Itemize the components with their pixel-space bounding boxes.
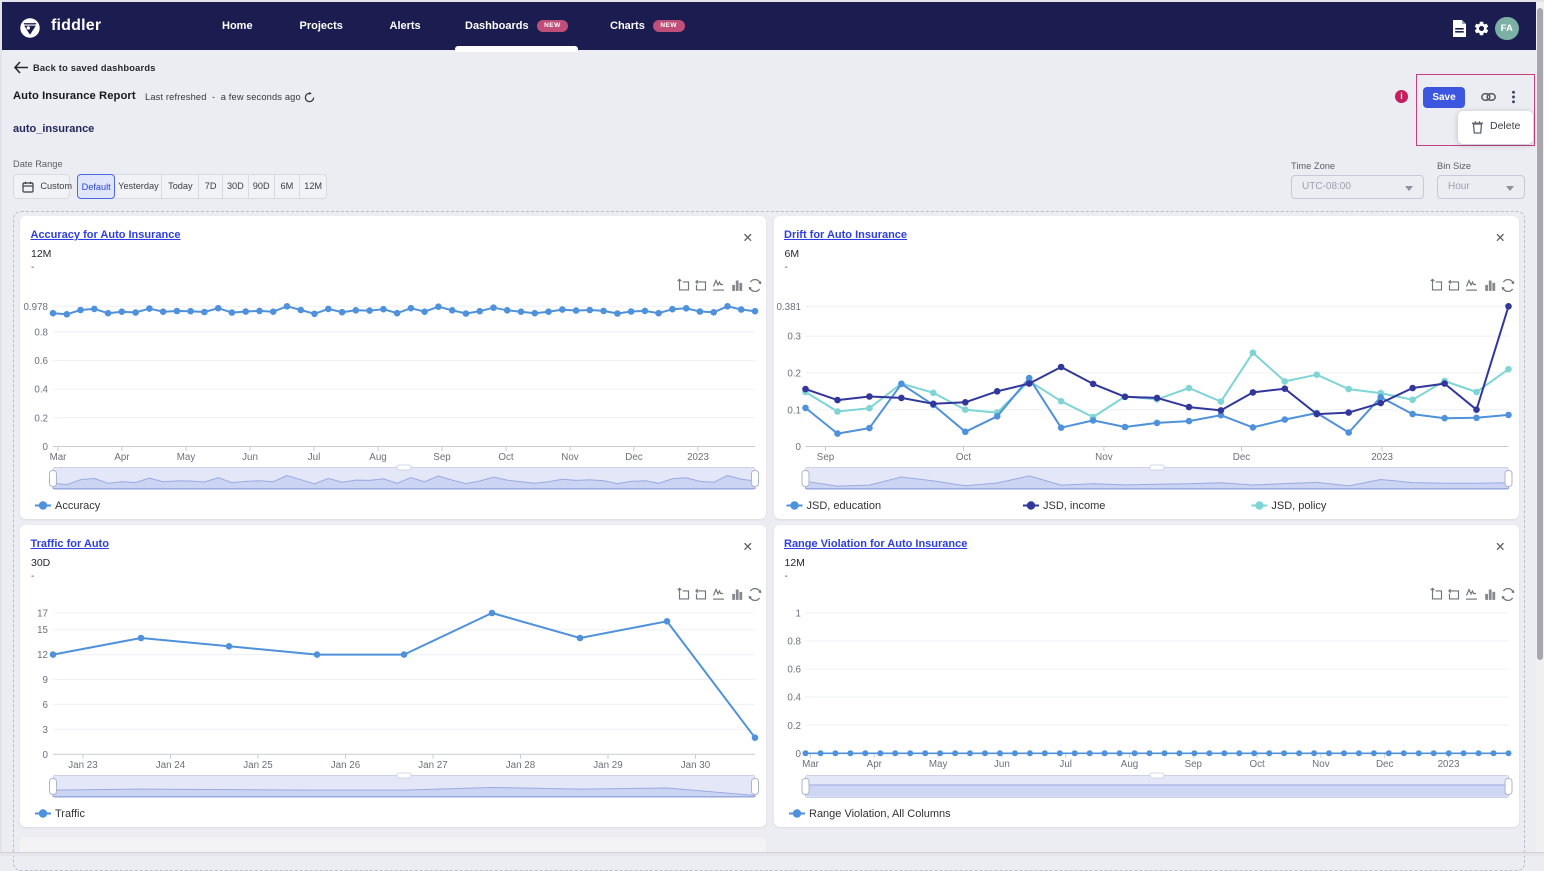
svg-text:Accuracy: Accuracy <box>55 500 101 512</box>
svg-text:15: 15 <box>37 626 48 637</box>
svg-text:0.978: 0.978 <box>23 302 48 313</box>
svg-text:JSD, policy: JSD, policy <box>1271 500 1327 512</box>
svg-text:Apr: Apr <box>114 452 130 463</box>
svg-text:Oct: Oct <box>1249 759 1265 770</box>
svg-text:0.8: 0.8 <box>34 327 48 338</box>
svg-text:Mar: Mar <box>802 759 820 770</box>
svg-text:0: 0 <box>43 750 49 761</box>
svg-text:Oct: Oct <box>498 452 514 463</box>
svg-text:Nov: Nov <box>1095 452 1113 463</box>
svg-text:6: 6 <box>43 700 49 711</box>
svg-text:2023: 2023 <box>1371 452 1393 463</box>
svg-text:Dec: Dec <box>1375 759 1393 770</box>
svg-text:JSD, income: JSD, income <box>1043 500 1105 512</box>
svg-text:Dec: Dec <box>1232 452 1250 463</box>
svg-text:Nov: Nov <box>1312 759 1330 770</box>
svg-text:Jan 29: Jan 29 <box>593 760 622 771</box>
svg-text:Jan 26: Jan 26 <box>331 760 361 771</box>
svg-text:0.8: 0.8 <box>787 637 801 648</box>
svg-text:Aug: Aug <box>369 452 386 463</box>
svg-text:1: 1 <box>795 609 800 620</box>
svg-text:0: 0 <box>795 442 801 453</box>
svg-text:May: May <box>177 452 196 463</box>
svg-text:JSD, education: JSD, education <box>806 500 881 512</box>
svg-text:Jun: Jun <box>242 452 258 463</box>
svg-text:0.381: 0.381 <box>776 302 801 313</box>
svg-text:Nov: Nov <box>561 452 579 463</box>
svg-text:0.6: 0.6 <box>787 665 801 676</box>
svg-text:Dec: Dec <box>625 452 643 463</box>
svg-text:0: 0 <box>795 749 801 760</box>
svg-text:Traffic: Traffic <box>55 808 85 820</box>
svg-text:9: 9 <box>43 675 48 686</box>
svg-text:Jan 28: Jan 28 <box>506 760 536 771</box>
svg-text:0.4: 0.4 <box>787 693 801 704</box>
svg-text:Mar: Mar <box>50 452 68 463</box>
svg-text:Aug: Aug <box>1120 759 1137 770</box>
svg-text:Oct: Oct <box>955 452 971 463</box>
svg-text:0.4: 0.4 <box>34 385 48 396</box>
svg-text:Jan 27: Jan 27 <box>418 760 447 771</box>
svg-text:0.1: 0.1 <box>787 405 801 416</box>
svg-text:Jan 25: Jan 25 <box>243 760 273 771</box>
svg-text:0.2: 0.2 <box>787 721 801 732</box>
svg-text:Jan 24: Jan 24 <box>156 760 186 771</box>
svg-text:Sep: Sep <box>816 452 834 463</box>
svg-text:0.6: 0.6 <box>34 356 48 367</box>
svg-text:0: 0 <box>43 442 49 453</box>
svg-text:2023: 2023 <box>1437 759 1459 770</box>
svg-text:2023: 2023 <box>687 452 709 463</box>
svg-text:Jan 23: Jan 23 <box>68 760 98 771</box>
svg-text:Jun: Jun <box>994 759 1010 770</box>
svg-text:Jul: Jul <box>1059 759 1072 770</box>
svg-text:Jul: Jul <box>308 452 321 463</box>
svg-text:0.2: 0.2 <box>34 413 48 424</box>
svg-text:Sep: Sep <box>1184 759 1202 770</box>
svg-text:0.3: 0.3 <box>787 332 801 343</box>
svg-text:3: 3 <box>43 725 49 736</box>
svg-text:12: 12 <box>37 651 48 662</box>
svg-text:May: May <box>928 759 947 770</box>
svg-text:Range Violation, All Columns: Range Violation, All Columns <box>809 808 951 820</box>
svg-text:Jan 30: Jan 30 <box>681 760 711 771</box>
svg-text:0.2: 0.2 <box>787 369 801 380</box>
svg-text:Apr: Apr <box>866 759 882 770</box>
svg-text:Sep: Sep <box>433 452 451 463</box>
svg-text:17: 17 <box>37 609 48 620</box>
